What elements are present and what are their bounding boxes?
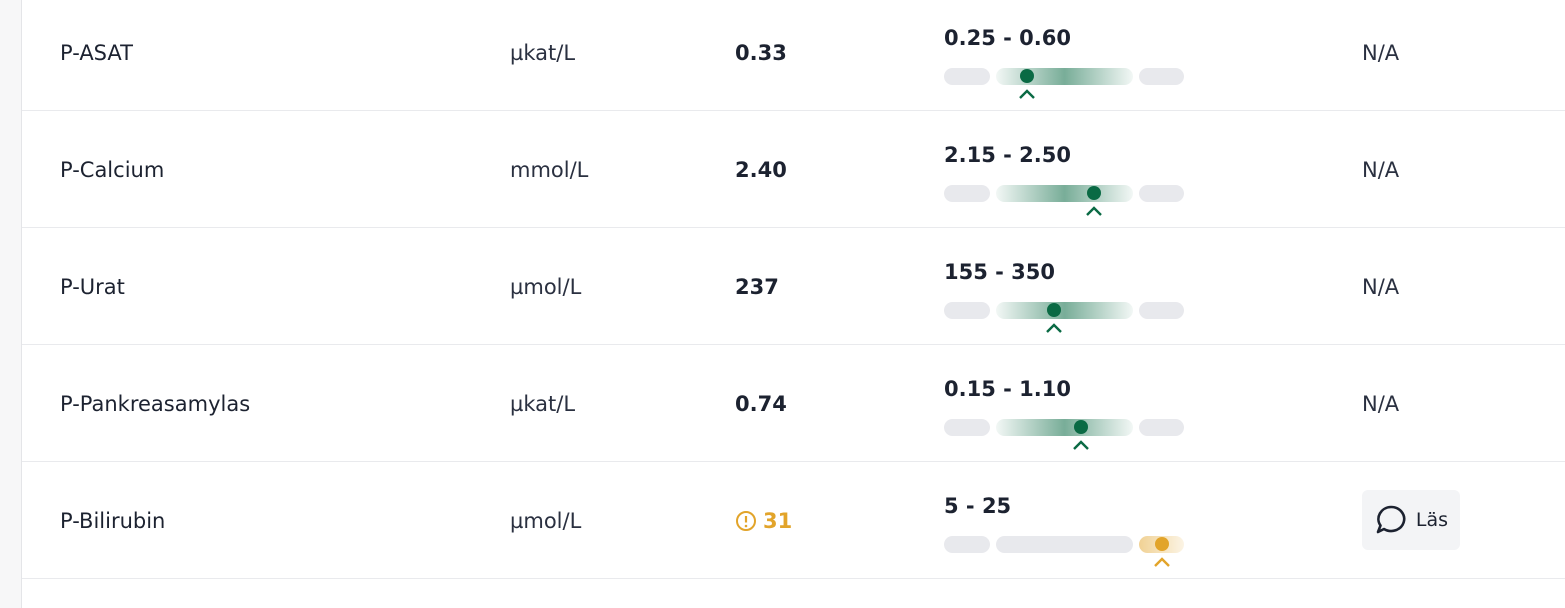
unit: mmol/L <box>510 158 589 182</box>
result-value: 31 <box>735 509 792 533</box>
value-marker <box>1020 69 1035 83</box>
reference-range: 2.15 - 2.50 <box>944 143 1071 167</box>
table-row: P-ASAT µkat/L 0.33 0.25 - 0.60 N/A <box>22 0 1565 111</box>
value-text: 2.40 <box>735 158 787 182</box>
value-text: 31 <box>763 509 793 533</box>
comment: N/A <box>1362 158 1400 182</box>
range-segment <box>996 419 1133 436</box>
marker-caret <box>1018 85 1036 104</box>
range-segment <box>944 185 990 202</box>
value-marker <box>1046 303 1061 317</box>
comment: N/A <box>1362 275 1400 299</box>
test-name: P-Pankreasamylas <box>60 392 251 416</box>
value-text: 0.33 <box>735 41 787 65</box>
reference-range: 0.25 - 0.60 <box>944 26 1071 50</box>
range-segment <box>996 68 1133 85</box>
marker-caret <box>1045 319 1063 338</box>
table-row: P-Pankreasamylas µkat/L 0.74 0.15 - 1.10 N/A <box>22 345 1565 462</box>
marker-caret <box>1153 553 1171 572</box>
range-segment <box>944 68 990 85</box>
test-name: P-Urat <box>60 275 125 299</box>
range-segment <box>1139 68 1184 85</box>
button-label: Läs <box>1415 509 1449 531</box>
range-segment <box>996 302 1133 319</box>
value-marker <box>1086 186 1101 200</box>
result-value: 0.74 <box>735 392 787 416</box>
result-value: 0.33 <box>735 41 787 65</box>
range-segment <box>1139 302 1184 319</box>
table-row: P-Urat µmol/L 237 155 - 350 N/A <box>22 228 1565 345</box>
unit: µmol/L <box>510 509 582 533</box>
sidebar-edge <box>0 0 22 608</box>
value-text: 237 <box>735 275 779 299</box>
result-value: 237 <box>735 275 779 299</box>
range-segment <box>944 419 990 436</box>
range-segment <box>944 302 990 319</box>
marker-caret <box>1085 202 1103 221</box>
comment-icon <box>1376 505 1406 534</box>
warning-icon <box>736 511 756 531</box>
read-button[interactable]: Läs <box>1362 490 1460 550</box>
result-value: 2.40 <box>735 158 787 182</box>
table-row: P-Calcium mmol/L 2.40 2.15 - 2.50 N/A <box>22 111 1565 228</box>
unit: µmol/L <box>510 275 582 299</box>
range-segment <box>944 536 990 553</box>
reference-range: 0.15 - 1.10 <box>944 377 1071 401</box>
marker-caret <box>1072 436 1090 455</box>
comment: N/A <box>1362 41 1400 65</box>
unit: µkat/L <box>510 392 576 416</box>
reference-range: 155 - 350 <box>944 260 1056 284</box>
range-segment <box>996 536 1133 553</box>
reference-range: 5 - 25 <box>944 494 1012 518</box>
comment: N/A <box>1362 392 1400 416</box>
value-marker <box>1154 537 1169 551</box>
table-row: P-Bilirubin µmol/L 31 5 - 25 Läs <box>22 462 1565 579</box>
range-segment <box>996 185 1133 202</box>
unit: µkat/L <box>510 41 576 65</box>
value-marker <box>1074 420 1089 434</box>
test-name: P-Calcium <box>60 158 165 182</box>
test-name: P-ASAT <box>60 41 133 65</box>
value-text: 0.74 <box>735 392 787 416</box>
test-name: P-Bilirubin <box>60 509 166 533</box>
range-segment <box>1139 419 1184 436</box>
range-segment <box>1139 185 1184 202</box>
